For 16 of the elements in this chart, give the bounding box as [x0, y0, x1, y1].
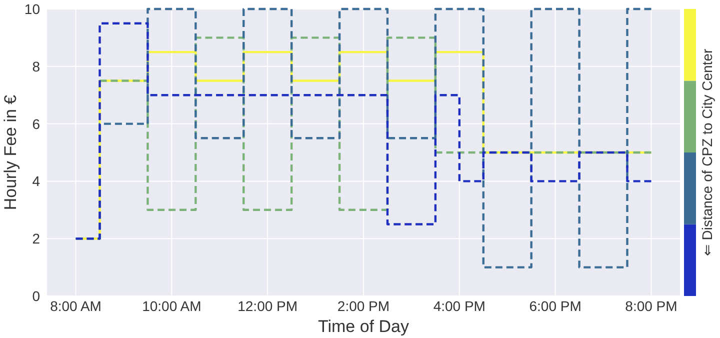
y-tick-label: 10 — [24, 1, 40, 17]
y-tick-label: 2 — [32, 230, 40, 247]
x-tick-label: 4:00 PM — [433, 298, 486, 314]
x-tick-label: 2:00 PM — [337, 298, 390, 314]
x-tick-label: 8:00 AM — [50, 298, 102, 314]
x-tick-label: 8:00 PM — [625, 298, 678, 314]
y-axis-title: Hourly Fee in € — [1, 94, 20, 210]
x-axis-title: Time of Day — [318, 317, 410, 336]
x-tick-label: 12:00 PM — [238, 298, 298, 314]
y-tick-label: 8 — [32, 58, 40, 74]
color-bar-title: ⇐ Distance of CPZ to City Center — [699, 48, 715, 256]
y-tick-label: 4 — [32, 173, 40, 190]
x-tick-label: 10:00 AM — [142, 298, 202, 314]
y-tick-label: 0 — [32, 288, 40, 304]
x-tick-label: 6:00 PM — [529, 298, 582, 314]
y-tick-label: 6 — [32, 116, 40, 132]
